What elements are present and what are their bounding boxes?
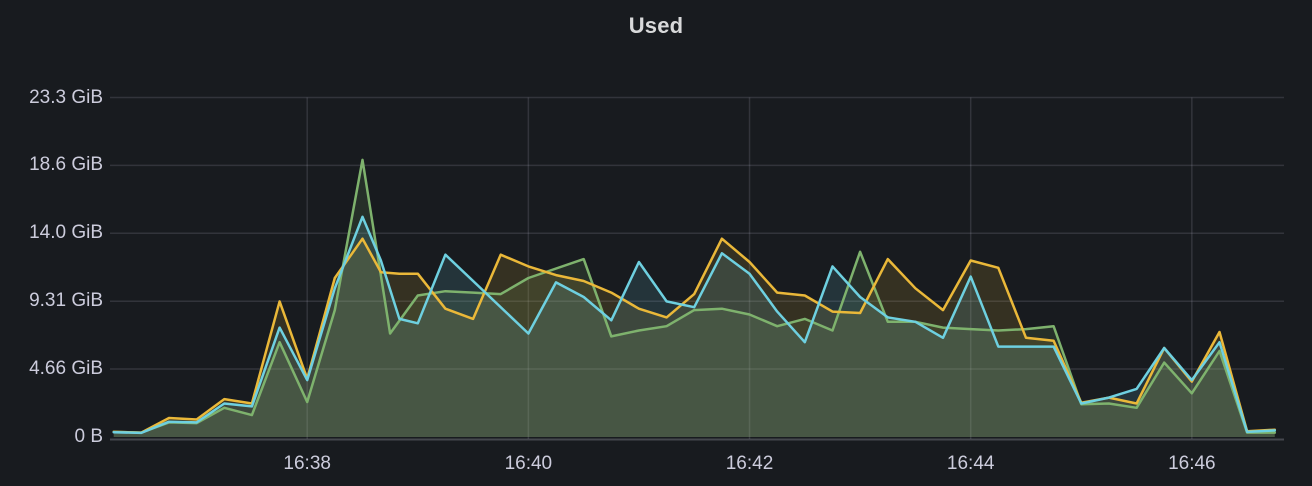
y-tick-label: 4.66 GiB (29, 358, 103, 380)
series-green-fill (113, 159, 1275, 437)
x-tick-label: 16:38 (283, 453, 331, 474)
y-tick-label: 18.6 GiB (29, 154, 103, 176)
x-tick-label: 16:42 (725, 453, 774, 474)
y-tick-label: 23.3 GiB (29, 86, 103, 108)
series-green-line (112, 158, 1277, 434)
chart-canvas[interactable] (110, 78, 1284, 450)
x-tick-label: 16:46 (1168, 453, 1216, 474)
x-tick-label: 16:44 (946, 453, 995, 474)
series-yellow-fill (113, 238, 1275, 437)
series-blue-fill (113, 216, 1275, 437)
plot-area[interactable] (110, 78, 1284, 450)
panel-title: Used (628, 13, 684, 38)
x-tick-label: 16:40 (504, 453, 553, 474)
series-blue-line (112, 215, 1277, 435)
y-tick-label: 14.0 GiB (29, 222, 103, 244)
y-tick-label: 9.31 GiB (29, 290, 103, 312)
y-tick-label: 0 B (74, 426, 103, 447)
